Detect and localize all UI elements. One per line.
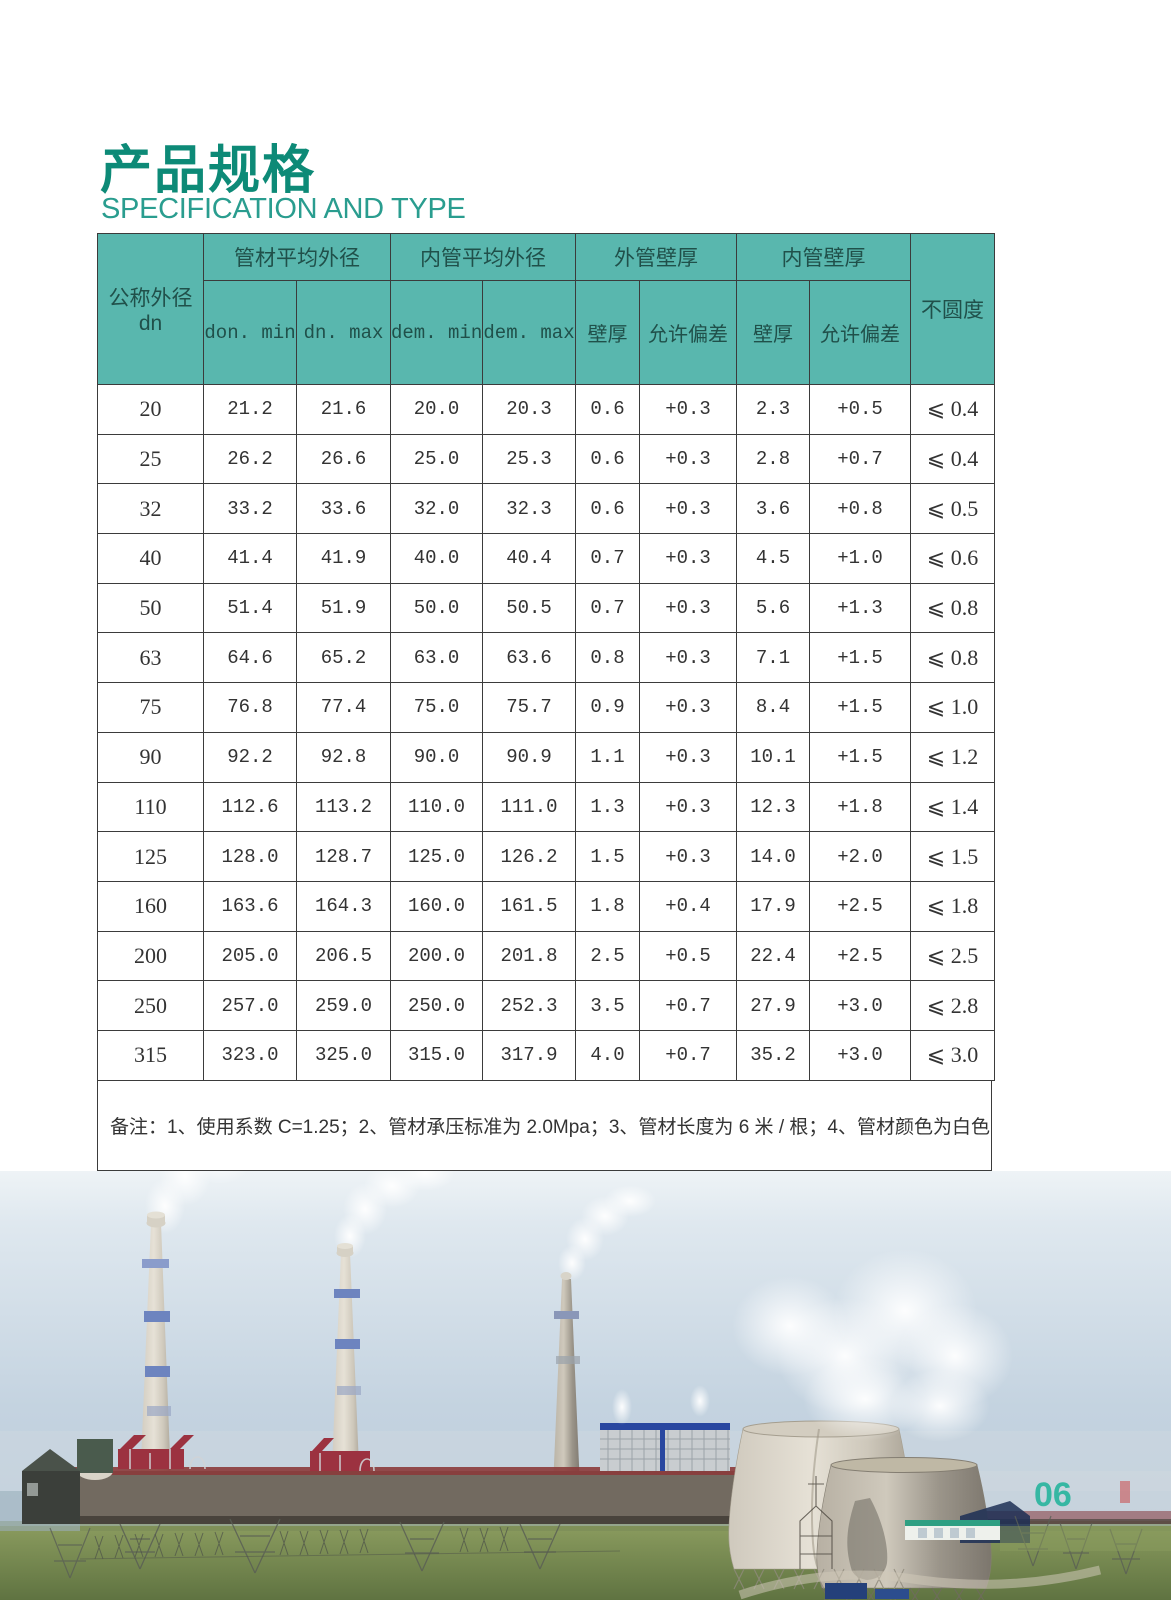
svg-text:06: 06	[1034, 1476, 1072, 1514]
